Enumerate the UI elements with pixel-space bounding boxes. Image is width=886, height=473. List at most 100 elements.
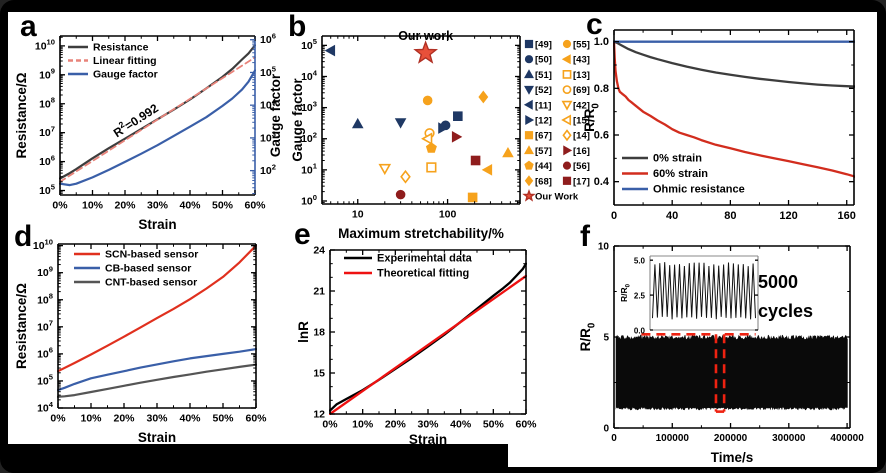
panel-e-chart: 0% 10% 20% 30% 40% 50% 60% 12 15 18 21 24 Strain lnR E…	[296, 230, 582, 465]
svg-text:[68]: [68]	[535, 176, 552, 187]
svg-text:102: 102	[260, 162, 276, 177]
svg-text:106: 106	[37, 346, 53, 361]
svg-text:0.4: 0.4	[594, 176, 610, 188]
svg-text:Theoretical fitting: Theoretical fitting	[377, 268, 469, 280]
svg-text:[44]: [44]	[535, 161, 552, 172]
svg-text:40%: 40%	[450, 419, 472, 431]
svg-text:105: 105	[260, 64, 277, 79]
svg-text:0: 0	[611, 210, 617, 222]
svg-text:400000: 400000	[830, 433, 864, 444]
svg-text:SCN-based sensor: SCN-based sensor	[105, 249, 198, 261]
svg-text:50%: 50%	[212, 200, 234, 212]
svg-text:50%: 50%	[212, 413, 234, 425]
svg-text:[69]: [69]	[573, 85, 590, 96]
svg-text:[12]: [12]	[535, 116, 552, 127]
svg-text:CB-based sensor: CB-based sensor	[105, 263, 191, 275]
svg-text:105: 105	[39, 182, 56, 197]
svg-text:104: 104	[301, 68, 318, 83]
panel-letter-b: b	[288, 10, 307, 43]
svg-text:[67]: [67]	[535, 131, 552, 142]
svg-text:24: 24	[313, 245, 325, 257]
svg-text:30%: 30%	[146, 413, 168, 425]
svg-text:1010: 1010	[33, 237, 53, 252]
svg-text:Our work: Our work	[398, 29, 453, 43]
svg-text:[15]: [15]	[573, 116, 590, 127]
cycles-annotation: 5000 cycles	[758, 268, 838, 326]
svg-text:[13]: [13]	[573, 70, 590, 81]
svg-text:100: 100	[301, 193, 317, 208]
svg-text:[55]: [55]	[573, 40, 590, 51]
svg-text:2.5: 2.5	[634, 292, 646, 301]
svg-text:Resistance/Ω: Resistance/Ω	[14, 72, 29, 158]
svg-text:[11]: [11]	[535, 100, 551, 111]
svg-text:12: 12	[313, 409, 325, 421]
svg-text:[14]: [14]	[573, 131, 590, 142]
chart-b-svg: 10 100 100 101 102 103 104 105 Maximum stretchab…	[290, 29, 590, 241]
svg-text:[57]: [57]	[535, 146, 552, 157]
svg-text:[52]: [52]	[535, 85, 552, 96]
svg-text:1010: 1010	[35, 38, 55, 53]
svg-text:[43]: [43]	[573, 55, 590, 66]
svg-text:5.0: 5.0	[634, 257, 646, 266]
svg-text:0% strain: 0% strain	[653, 153, 702, 165]
svg-text:103: 103	[301, 99, 317, 114]
svg-text:[51]: [51]	[535, 70, 552, 81]
svg-text:10%: 10%	[80, 413, 102, 425]
svg-text:40%: 40%	[179, 413, 201, 425]
chart-a-svg: 0% 10% 20% 30% 40% 50% 60% 105 106 107 108 109 1010 1…	[14, 32, 283, 232]
svg-text:101: 101	[301, 162, 318, 177]
svg-text:104: 104	[37, 400, 54, 415]
svg-text:Resistance: Resistance	[93, 42, 149, 54]
svg-text:[56]: [56]	[573, 161, 590, 172]
svg-text:0: 0	[611, 433, 617, 444]
svg-text:Strain: Strain	[409, 432, 447, 447]
svg-text:0%: 0%	[322, 419, 338, 431]
svg-text:0: 0	[603, 424, 609, 435]
svg-text:108: 108	[37, 292, 53, 307]
svg-text:Gauge factor: Gauge factor	[292, 78, 305, 162]
svg-text:105: 105	[301, 37, 318, 52]
panel-letter-f: f	[580, 220, 590, 253]
svg-text:40%: 40%	[179, 200, 201, 212]
svg-text:10: 10	[352, 209, 364, 221]
svg-text:105: 105	[37, 373, 54, 388]
chart-c-svg: 0 40 80 120 160 0.4 0.6 0.8 1.0 R/R0 0% strain 60% …	[582, 29, 856, 222]
svg-text:0%: 0%	[52, 200, 68, 212]
svg-text:0%: 0%	[50, 413, 66, 425]
svg-text:100: 100	[439, 209, 457, 221]
svg-text:0.6: 0.6	[594, 130, 609, 142]
svg-text:Resistance/Ω: Resistance/Ω	[14, 283, 29, 369]
svg-text:Linear fitting: Linear fitting	[93, 55, 157, 67]
svg-text:106: 106	[260, 32, 276, 47]
panel-b-chart: 10 100 100 101 102 103 104 105 Maximum stretchab…	[290, 12, 598, 244]
svg-text:[16]: [16]	[573, 146, 590, 157]
svg-text:40: 40	[666, 210, 678, 222]
svg-text:CNT-based sensor: CNT-based sensor	[105, 277, 197, 289]
panel-a-chart: 0% 10% 20% 30% 40% 50% 60% 105 106 107 108 109 1010 1…	[14, 14, 290, 239]
svg-text:Experimental data: Experimental data	[377, 253, 473, 265]
svg-text:Strain: Strain	[138, 430, 176, 445]
svg-text:30%: 30%	[417, 419, 439, 431]
svg-text:Maximum stretchability/%: Maximum stretchability/%	[338, 226, 504, 241]
svg-text:Gauge factor: Gauge factor	[93, 69, 158, 81]
cycles-line1: 5000	[758, 272, 799, 292]
chart-e-svg: 0% 10% 20% 30% 40% 50% 60% 12 15 18 21 24 Strain lnR E…	[296, 245, 537, 447]
svg-text:1.0: 1.0	[594, 36, 609, 48]
svg-text:50%: 50%	[483, 419, 505, 431]
panel-d-chart: 0% 10% 20% 30% 40% 50% 60% 104 105 106 107 108 109 10…	[14, 230, 292, 456]
svg-text:10%: 10%	[352, 419, 374, 431]
svg-text:103: 103	[260, 130, 276, 145]
panel-letter-d: d	[14, 220, 33, 253]
svg-text:R/R0: R/R0	[620, 283, 632, 302]
svg-text:300000: 300000	[772, 433, 806, 444]
svg-text:0.0: 0.0	[634, 327, 646, 336]
chart-d-svg: 0% 10% 20% 30% 40% 50% 60% 104 105 106 107 108 109 10…	[14, 237, 267, 445]
svg-text:107: 107	[39, 124, 55, 139]
svg-text:0.8: 0.8	[594, 83, 609, 95]
svg-text:Time/s: Time/s	[711, 450, 754, 465]
svg-text:106: 106	[39, 153, 55, 168]
panel-letter-e: e	[294, 218, 311, 251]
svg-text:104: 104	[260, 97, 277, 112]
svg-text:10%: 10%	[82, 200, 104, 212]
